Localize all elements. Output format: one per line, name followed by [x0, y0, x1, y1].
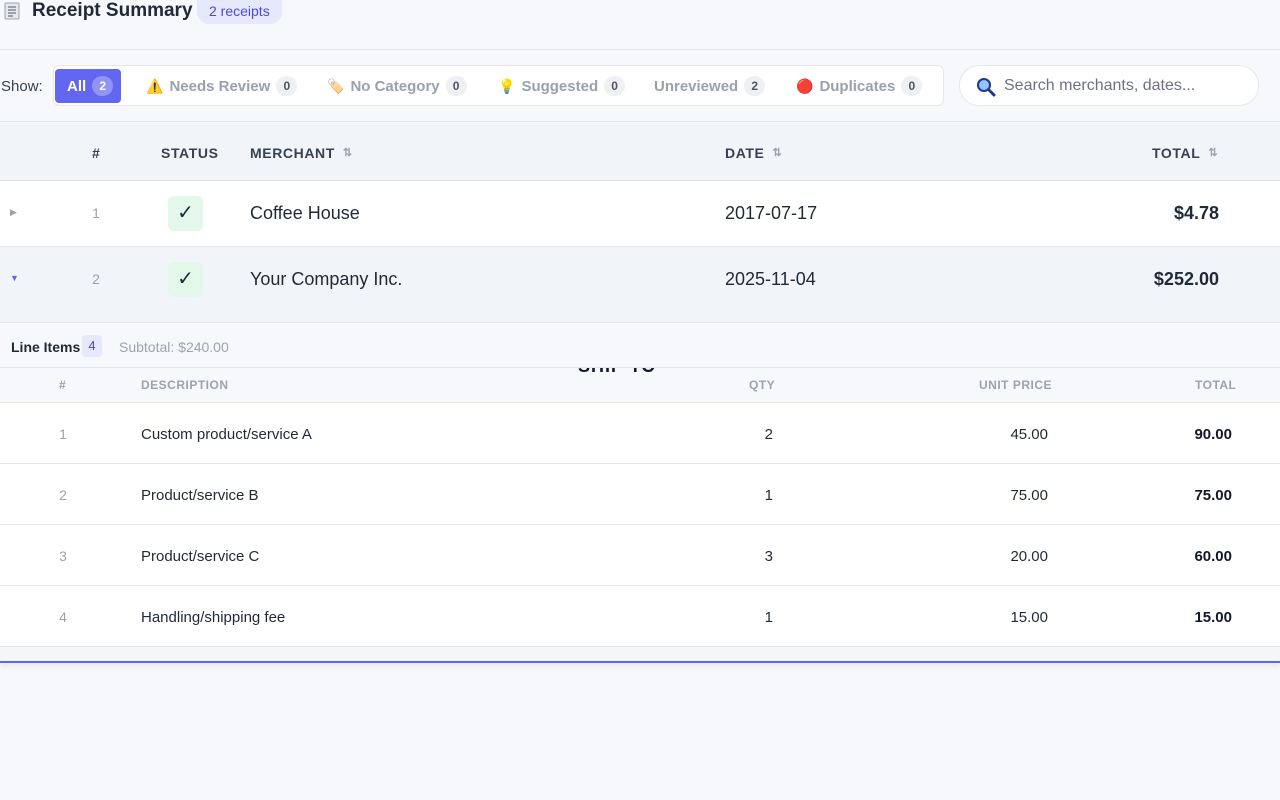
column-header-total[interactable]: TOTAL ⇅ — [1152, 145, 1218, 161]
line-item-description: Handling/shipping fee — [141, 609, 286, 626]
line-item-total: 75.00 — [1194, 487, 1232, 504]
line-item-row: 4 Handling/shipping fee 1 15.00 15.00 — [0, 586, 1280, 647]
red-circle-icon: 🔴 — [796, 78, 814, 94]
line-items-table-header: SHIP TO # DESCRIPTION QTY UNIT PRICE TOT… — [0, 368, 1280, 403]
show-label: Show: — [1, 78, 43, 95]
filter-bar: Show: All 2 ⚠️ Needs Review 0 🏷️ No Cate… — [0, 50, 1280, 122]
li-column-description: DESCRIPTION — [141, 378, 229, 392]
filter-chip-count: 2 — [92, 76, 114, 96]
filter-chip-label: Needs Review — [169, 77, 271, 95]
line-items-header: Line Items 4 Subtotal: $240.00 — [0, 323, 1280, 368]
column-header-status: STATUS — [161, 145, 219, 161]
receipt-total: $252.00 — [1153, 269, 1219, 289]
line-item-row: 1 Custom product/service A 2 45.00 90.00 — [0, 403, 1280, 464]
expand-arrow-icon[interactable]: ▶ — [10, 207, 17, 217]
line-item-unit-price: 20.00 — [1010, 548, 1048, 565]
line-item-number: 1 — [59, 426, 67, 442]
line-item-number: 3 — [59, 548, 67, 564]
line-item-number: 4 — [59, 609, 67, 625]
filter-chip-label: Duplicates — [819, 77, 896, 95]
filter-chip-no-category[interactable]: 🏷️ No Category 0 — [321, 69, 474, 103]
filter-chip-group: All 2 ⚠️ Needs Review 0 🏷️ No Category 0… — [53, 65, 944, 106]
line-item-qty: 1 — [764, 609, 773, 626]
filter-chip-count: 0 — [604, 76, 626, 96]
receipt-count-badge: 2 receipts — [197, 0, 282, 24]
row-number: 2 — [92, 271, 100, 287]
search-input[interactable] — [1004, 75, 1244, 97]
status-check-icon[interactable]: ✓ — [168, 196, 203, 231]
page-header: Receipt Summary 2 receipts — [0, 0, 1280, 50]
line-item-total: 90.00 — [1194, 426, 1232, 443]
filter-chip-count: 2 — [744, 76, 766, 96]
filter-chip-duplicates[interactable]: 🔴 Duplicates 0 — [790, 69, 929, 103]
line-item-unit-price: 15.00 — [1010, 609, 1048, 626]
tag-icon: 🏷️ — [327, 78, 345, 94]
page-title: Receipt Summary — [32, 0, 193, 21]
receipt-date: 2025-11-04 — [725, 269, 816, 289]
sort-icon[interactable]: ⇅ — [1208, 147, 1217, 159]
sort-icon[interactable]: ⇅ — [342, 147, 352, 159]
filter-chip-count: 0 — [901, 76, 923, 96]
filter-chip-label: Unreviewed — [654, 77, 739, 95]
column-header-label: MERCHANT — [250, 145, 335, 161]
column-header-merchant[interactable]: MERCHANT ⇅ — [250, 145, 352, 161]
line-items-subtotal: Subtotal: $240.00 — [119, 339, 229, 355]
receipt-icon — [4, 2, 20, 20]
column-header-label: TOTAL — [1152, 145, 1201, 161]
column-header-label: DATE — [725, 145, 765, 161]
filter-chip-needs-review[interactable]: ⚠️ Needs Review 0 — [140, 69, 304, 103]
search-box[interactable] — [959, 65, 1259, 106]
line-item-qty: 2 — [764, 426, 773, 443]
line-item-description: Custom product/service A — [141, 426, 312, 443]
filter-chip-count: 0 — [276, 76, 298, 96]
line-item-unit-price: 75.00 — [1010, 487, 1048, 504]
row-number: 1 — [92, 205, 100, 221]
line-item-total: 15.00 — [1194, 609, 1232, 626]
line-items-count-badge: 4 — [82, 335, 102, 357]
receipt-row[interactable]: ▶ 1 ✓ Coffee House 2017-07-17 $4.78 — [0, 181, 1280, 247]
li-column-qty: QTY — [749, 378, 776, 392]
status-check-icon[interactable]: ✓ — [168, 262, 203, 297]
lightbulb-icon: 💡 — [498, 78, 516, 94]
li-column-total: TOTAL — [1195, 378, 1237, 392]
collapse-arrow-icon[interactable]: ▼ — [10, 273, 19, 283]
line-item-unit-price: 45.00 — [1010, 426, 1048, 443]
filter-chip-label: No Category — [350, 77, 440, 95]
line-items-title: Line Items — [11, 339, 81, 355]
line-item-row: 3 Product/service C 3 20.00 60.00 — [0, 525, 1280, 586]
line-item-total: 60.00 — [1194, 548, 1232, 565]
line-item-description: Product/service B — [141, 487, 259, 504]
line-item-number: 2 — [59, 487, 67, 503]
receipt-date: 2017-07-17 — [725, 203, 818, 223]
expanded-section-footer — [0, 647, 1280, 663]
filter-chip-label: All — [67, 77, 87, 95]
li-column-num: # — [59, 378, 67, 392]
receipts-table-header: # STATUS MERCHANT ⇅ DATE ⇅ TOTAL ⇅ — [0, 123, 1280, 181]
receipt-text-fragment: SHIP TO — [578, 368, 656, 377]
filter-chip-label: Suggested — [521, 77, 599, 95]
column-header-num: # — [92, 145, 101, 161]
warning-icon: ⚠️ — [146, 78, 164, 94]
line-item-row: 2 Product/service B 1 75.00 75.00 — [0, 464, 1280, 525]
receipt-total: $4.78 — [1173, 203, 1219, 223]
merchant-name: Coffee House — [250, 203, 360, 223]
filter-chip-suggested[interactable]: 💡 Suggested 0 — [492, 69, 632, 103]
sort-icon[interactable]: ⇅ — [772, 147, 781, 159]
filter-chip-all[interactable]: All 2 — [55, 69, 122, 103]
merchant-name: Your Company Inc. — [250, 269, 403, 289]
line-item-qty: 3 — [764, 548, 773, 565]
receipt-row-expanded[interactable]: ▼ 2 ✓ Your Company Inc. 2025-11-04 $252.… — [0, 247, 1280, 323]
li-column-unit-price: UNIT PRICE — [979, 378, 1053, 392]
line-item-qty: 1 — [764, 487, 773, 504]
filter-chip-unreviewed[interactable]: Unreviewed 2 — [648, 69, 772, 103]
search-icon — [977, 78, 996, 97]
line-item-description: Product/service C — [141, 548, 260, 565]
filter-chip-count: 0 — [445, 76, 467, 96]
column-header-date[interactable]: DATE ⇅ — [725, 145, 782, 161]
